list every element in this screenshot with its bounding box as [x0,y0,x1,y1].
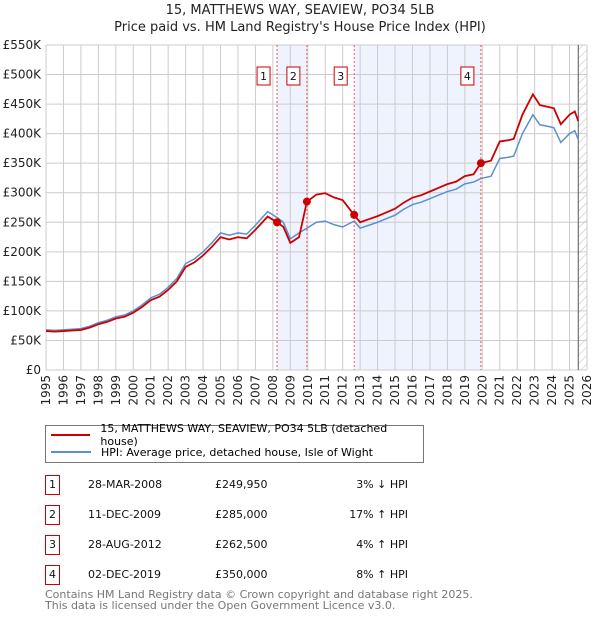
x-tick-label: 2004 [196,375,210,406]
x-tick-label: 2019 [458,375,472,406]
x-tick-label: 2006 [231,375,245,406]
sale-number: 3 [45,535,60,555]
x-tick-label: 2020 [475,375,489,406]
x-tick-label: 1998 [91,375,105,406]
chart-subtitle: Price paid vs. HM Land Registry's House … [114,20,486,35]
chart-title: 15, MATTHEWS WAY, SEAVIEW, PO34 5LB [165,3,435,18]
sale-price: £249,950 [215,478,268,491]
sale-point [273,218,282,227]
price-chart: £0 £50K £100K £150K £200K £250K £300K £350K £400… [3,38,594,406]
legend-swatch-price [51,434,91,436]
sale-row: 4 02-DEC-2019 £350,000 8% ↑ HPI [45,565,465,585]
x-tick-label: 2022 [510,375,524,406]
sale-number: 2 [45,505,60,525]
sale-badge-label: 3 [337,70,344,83]
sale-badge-label: 2 [290,70,297,83]
y-tick-label: £550K [3,38,43,52]
y-tick-label: £300K [3,186,43,200]
price-paid-line [45,92,580,333]
sale-badge [256,66,271,86]
sale-hpi-diff: 17% ↑ HPI [349,508,408,521]
sale-point [476,159,485,168]
sale-badge [333,66,348,86]
y-tick-label: £150K [3,274,43,288]
y-tick-label: £100K [3,304,43,318]
x-tick-label: 2025 [563,375,577,406]
y-tick-label: £0 [26,363,41,377]
x-tick-label: 1997 [74,375,88,406]
legend-item-price: 15, MATTHEWS WAY, SEAVIEW, PO34 5LB (det… [51,422,423,448]
x-tick-label: 2002 [161,375,175,406]
sale-hpi-diff: 8% ↑ HPI [356,568,408,581]
sale-badge [286,66,301,86]
sale-date: 02-DEC-2019 [88,568,162,581]
legend-swatch-hpi [51,451,91,453]
x-tick-label: 2003 [179,375,193,406]
sale-price: £350,000 [215,568,268,581]
y-tick-label: £450K [3,97,43,111]
x-tick-label: 2012 [336,375,350,406]
y-tick-label: £50K [10,333,42,347]
sale-row: 1 28-MAR-2008 £249,950 3% ↓ HPI [45,475,465,495]
sale-date: 11-DEC-2009 [88,508,162,521]
sale-hpi-diff: 4% ↑ HPI [356,538,408,551]
sale-point [350,210,359,219]
sale-price: £262,500 [215,538,268,551]
x-tick-label: 2026 [580,375,594,406]
y-tick-label: £400K [3,127,43,141]
x-tick-label: 2001 [144,375,158,406]
sale-badge [460,66,475,86]
forecast-hatch [578,45,587,370]
x-tick-label: 1996 [56,375,70,406]
x-tick-label: 2018 [440,375,454,406]
legend-item-hpi: HPI: Average price, detached house, Isle… [51,444,373,460]
sale-number: 1 [45,475,60,495]
y-tick-label: £350K [3,156,43,170]
x-tick-label: 2014 [371,375,385,406]
x-tick-label: 2024 [545,375,559,406]
x-tick-label: 2015 [388,375,402,406]
x-tick-label: 2017 [423,375,437,406]
x-tick-label: 2005 [214,375,228,406]
sale-hpi-diff: 3% ↓ HPI [356,478,408,491]
legend: 15, MATTHEWS WAY, SEAVIEW, PO34 5LB (det… [45,422,424,463]
sale-row: 2 11-DEC-2009 £285,000 17% ↑ HPI [45,505,465,525]
y-tick-label: £250K [3,215,43,229]
x-tick-label: 2007 [248,375,262,406]
sale-badge-label: 1 [260,70,267,83]
sale-point [302,197,311,206]
x-tick-label: 2021 [493,375,507,406]
shaded-period [354,45,481,370]
x-tick-label: 2011 [318,375,332,406]
hpi-line [45,113,579,332]
x-tick-label: 1995 [39,375,53,406]
x-tick-label: 2009 [283,375,297,406]
x-tick-label: 2016 [405,375,419,406]
shaded-period [277,45,307,370]
x-tick-label: 2000 [126,375,140,406]
sale-row: 3 28-AUG-2012 £262,500 4% ↑ HPI [45,535,465,555]
sale-badge-label: 4 [464,70,471,83]
x-tick-label: 2023 [528,375,542,406]
x-tick-label: 2013 [353,375,367,406]
sale-date: 28-AUG-2012 [88,538,162,551]
x-tick-label: 1999 [109,375,123,406]
footer: Contains HM Land Registry data © Crown c… [45,588,473,612]
x-tick-label: 2008 [266,375,280,406]
y-tick-label: £500K [3,68,43,82]
x-tick-label: 2010 [301,375,315,406]
sale-price: £285,000 [215,508,268,521]
sale-date: 28-MAR-2008 [88,478,163,491]
y-tick-label: £200K [3,245,43,259]
sale-number: 4 [45,565,60,585]
